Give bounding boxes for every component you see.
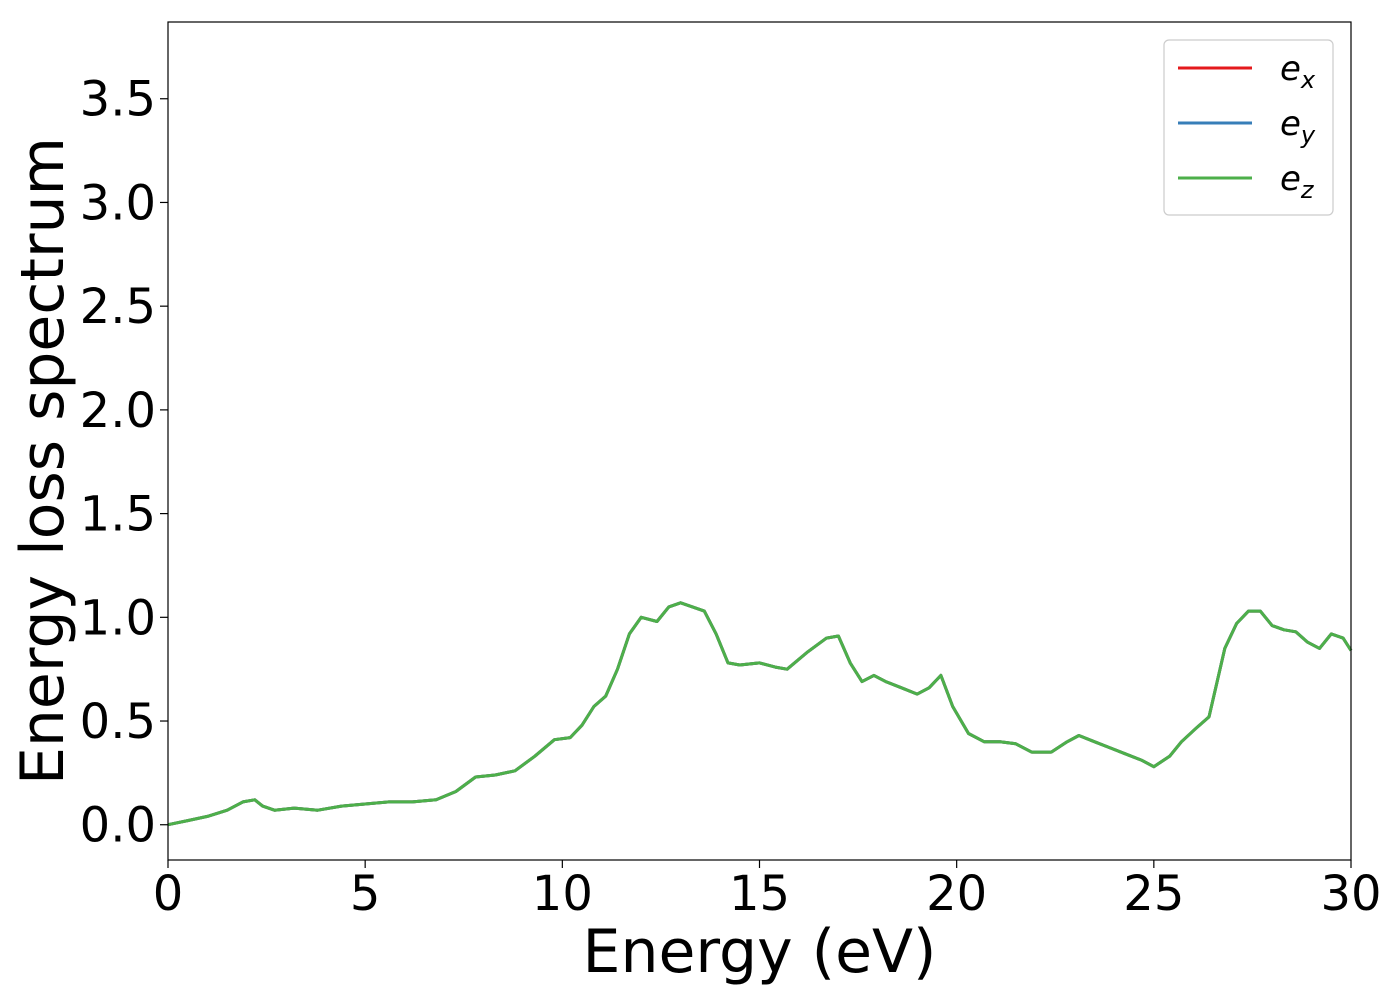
y-axis: 0.0 0.5 1.0 1.5 2.0 2.5 3.0 3.5 (80, 72, 168, 854)
x-tick-label: 15 (729, 866, 790, 922)
legend-label: ey (1280, 104, 1316, 149)
x-tick-label: 0 (153, 866, 184, 922)
x-tick-label: 30 (1320, 866, 1381, 922)
x-tick-label: 25 (1123, 866, 1184, 922)
y-tick-label: 0.5 (80, 694, 156, 750)
x-tick-label: 5 (350, 866, 381, 922)
legend-box (1163, 39, 1334, 216)
y-axis-title: Energy loss spectrum (8, 137, 78, 785)
y-tick-label: 1.5 (80, 487, 156, 543)
y-tick-label: 0.0 (80, 798, 156, 854)
y-tick-label: 3.5 (80, 72, 156, 128)
legend: ex ey ez (1163, 39, 1334, 216)
y-tick-label: 2.0 (80, 383, 156, 439)
x-tick-label: 20 (926, 866, 987, 922)
legend-label: ez (1280, 159, 1315, 204)
y-tick-label: 3.0 (80, 175, 156, 231)
x-axis: 0 5 10 15 20 25 30 (153, 860, 1382, 922)
x-tick-label: 10 (532, 866, 593, 922)
y-tick-label: 1.0 (80, 590, 156, 646)
y-tick-label: 2.5 (80, 279, 156, 335)
series-layer (167, 601, 1353, 827)
legend-label: ex (1280, 49, 1316, 94)
x-axis-title: Energy (eV) (583, 917, 937, 987)
series-line-e_z (167, 601, 1353, 827)
